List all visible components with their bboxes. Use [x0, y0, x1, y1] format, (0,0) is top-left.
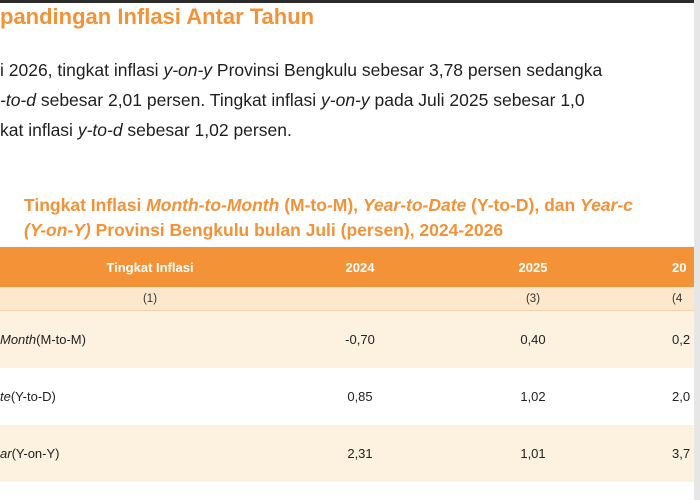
- text-run-italic: y-to-d: [77, 120, 123, 140]
- text-run: i 2026, tingkat inflasi: [0, 60, 164, 80]
- text-run: (M-to-M): [36, 332, 86, 347]
- cell-2025: 1,02: [520, 389, 546, 404]
- subheader-cell-2025: (3): [525, 292, 541, 305]
- paragraph-line-1: i 2026, tingkat inflasi y-on-y Provinsi …: [0, 55, 700, 85]
- text-run-italic: Year-to-Date: [362, 195, 467, 215]
- text-run-italic: Month-to-Month: [146, 195, 280, 215]
- cell-2026: 2,0: [672, 389, 691, 404]
- table-header-row: Tingkat Inflasi 2024 2025 20: [0, 247, 700, 287]
- inflation-table: Tingkat Inflasi 2024 2025 20 (1) (3) (4 …: [0, 247, 700, 482]
- subheader-cell-2026: (4: [672, 292, 683, 305]
- table-row: te (Y-to-D) 0,85 1,02 2,0: [0, 368, 700, 425]
- text-run: sebesar 1,02 persen.: [122, 120, 292, 140]
- cell-2024: 2,31: [347, 446, 373, 461]
- vertical-scrollbar[interactable]: [694, 0, 700, 500]
- text-run-italic: te: [0, 389, 11, 404]
- body-paragraph: i 2026, tingkat inflasi y-on-y Provinsi …: [0, 55, 700, 145]
- text-run: (Y-to-D), dan: [466, 195, 581, 215]
- text-run: Provinsi Bengkulu bulan Juli (persen), 2…: [90, 220, 504, 240]
- text-run: (Y-on-Y): [11, 446, 60, 461]
- text-run: (M-to-M),: [279, 195, 363, 215]
- cell-2026: 0,2: [672, 332, 691, 347]
- table-subheader-row: (1) (3) (4: [0, 287, 700, 311]
- top-border: [0, 0, 700, 3]
- header-cell-label: Tingkat Inflasi: [106, 259, 194, 275]
- table-title-line-1: Tingkat Inflasi Month-to-Month (M-to-M),…: [24, 193, 633, 218]
- text-run: sebesar 2,01 persen. Tingkat inflasi: [35, 90, 322, 110]
- subheader-cell-2024: [310, 287, 410, 310]
- cell-2026: 3,7: [672, 446, 691, 461]
- cell-2025: 0,40: [520, 332, 546, 347]
- header-cell-2024: 2024: [345, 259, 375, 275]
- text-run-italic: (Y-on-Y): [24, 220, 91, 240]
- row-label: Month (M-to-M): [0, 311, 86, 368]
- cell-2024: -0,70: [345, 332, 375, 347]
- text-run: pada Juli 2025 sebesar 1,0: [369, 90, 585, 110]
- table-title: Tingkat Inflasi Month-to-Month (M-to-M),…: [24, 193, 633, 243]
- paragraph-line-2: -to-d sebesar 2,01 persen. Tingkat infla…: [0, 85, 700, 115]
- text-run-italic: y-on-y: [163, 60, 213, 80]
- table-row: Month (M-to-M) -0,70 0,40 0,2: [0, 311, 700, 368]
- text-run: kat inflasi: [0, 120, 78, 140]
- text-run: Provinsi Bengkulu sebesar 3,78 persen se…: [212, 60, 603, 80]
- text-run-italic: y-on-y: [321, 90, 370, 110]
- row-label: ar (Y-on-Y): [0, 425, 60, 482]
- cell-2025: 1,01: [520, 446, 546, 461]
- subheader-cell-label: (1): [142, 292, 158, 305]
- text-run-italic: -to-d: [0, 90, 36, 110]
- table-row: ar (Y-on-Y) 2,31 1,01 3,7: [0, 425, 700, 482]
- header-cell-2025: 2025: [518, 259, 548, 275]
- paragraph-line-3: kat inflasi y-to-d sebesar 1,02 persen.: [0, 115, 700, 145]
- table-title-line-2: (Y-on-Y) Provinsi Bengkulu bulan Juli (p…: [24, 218, 633, 243]
- header-cell-2026: 20: [672, 259, 687, 275]
- text-run-italic: Month: [0, 332, 37, 347]
- section-heading: pandingan Inflasi Antar Tahun: [0, 4, 315, 29]
- row-label: te (Y-to-D): [0, 368, 56, 425]
- cell-2024: 0,85: [347, 389, 373, 404]
- text-run: (Y-to-D): [10, 389, 56, 404]
- text-run-italic: ar: [0, 446, 12, 461]
- text-run: Tingkat Inflasi: [24, 195, 147, 215]
- text-run-italic: Year-c: [580, 195, 633, 215]
